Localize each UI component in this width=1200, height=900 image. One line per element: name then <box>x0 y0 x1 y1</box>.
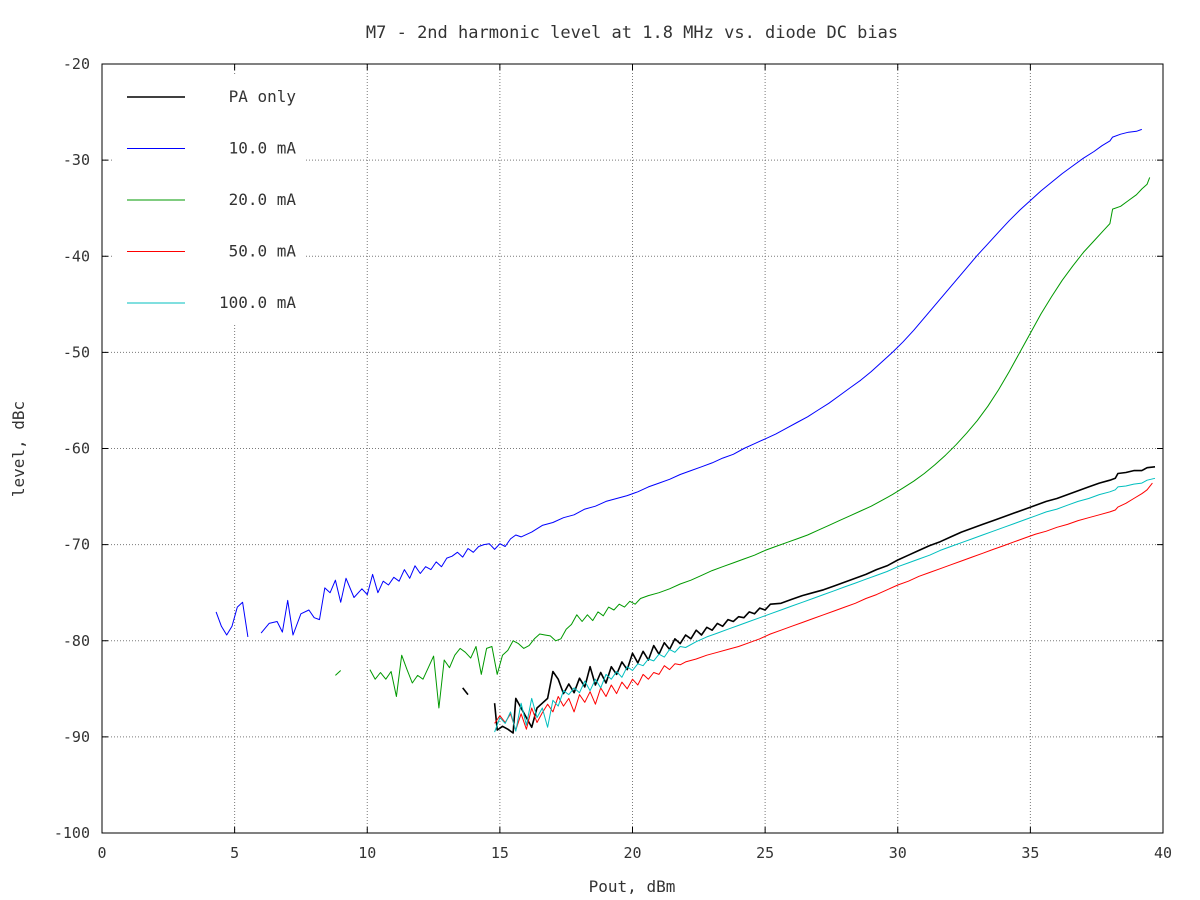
y-axis-label: level, dBc <box>9 401 28 497</box>
x-tick-label: 20 <box>623 844 641 862</box>
series-3 <box>335 177 1151 709</box>
legend: PA only 10.0 mA 20.0 mA 50.0 mA 100.0 mA <box>112 74 304 324</box>
y-tick-label: -90 <box>63 728 90 746</box>
y-tick-label: -20 <box>63 55 90 73</box>
x-tick-label: 40 <box>1154 844 1172 862</box>
x-tick-label: 25 <box>756 844 774 862</box>
legend-label: 50.0 mA <box>229 242 297 261</box>
grid <box>102 64 1163 833</box>
legend-box <box>112 74 304 324</box>
legend-label: PA only <box>229 87 297 106</box>
y-tick-label: -70 <box>63 536 90 554</box>
x-tick-label: 10 <box>358 844 376 862</box>
chart-title: M7 - 2nd harmonic level at 1.8 MHz vs. d… <box>366 23 898 43</box>
x-tick-label: 15 <box>491 844 509 862</box>
y-tick-label: -30 <box>63 151 90 169</box>
legend-label: 10.0 mA <box>229 139 297 158</box>
series-2 <box>215 128 1142 637</box>
series-line <box>335 670 342 676</box>
y-tick-label: -100 <box>54 824 90 842</box>
series-group <box>215 128 1156 734</box>
legend-label: 20.0 mA <box>229 190 297 209</box>
x-axis-label: Pout, dBm <box>589 877 676 896</box>
series-line <box>493 466 1156 734</box>
legend-item: 100.0 mA <box>127 293 296 312</box>
y-tick-label: -60 <box>63 440 90 458</box>
series-line <box>260 128 1142 636</box>
legend-label: 100.0 mA <box>219 293 296 312</box>
series-line <box>494 482 1153 731</box>
series-line <box>215 601 249 637</box>
series-4 <box>494 482 1153 731</box>
series-line <box>494 477 1156 733</box>
series-1 <box>462 466 1156 734</box>
y-tick-label: -50 <box>63 343 90 361</box>
legend-item: PA only <box>127 87 296 106</box>
legend-item: 50.0 mA <box>127 242 296 261</box>
x-tick-label: 30 <box>889 844 907 862</box>
x-tick-label: 5 <box>230 844 239 862</box>
y-tick-label: -40 <box>63 247 90 265</box>
series-line <box>462 687 469 696</box>
ticks: 0 5 10 15 20 25 30 35 40 -100 -90 -80 -70 -60 -50 -40 -3… <box>54 55 1172 862</box>
legend-item: 20.0 mA <box>127 190 296 209</box>
x-tick-label: 0 <box>97 844 106 862</box>
series-line <box>369 177 1151 709</box>
x-tick-label: 35 <box>1021 844 1039 862</box>
y-tick-label: -80 <box>63 632 90 650</box>
legend-item: 10.0 mA <box>127 139 296 158</box>
series-5 <box>494 477 1156 733</box>
